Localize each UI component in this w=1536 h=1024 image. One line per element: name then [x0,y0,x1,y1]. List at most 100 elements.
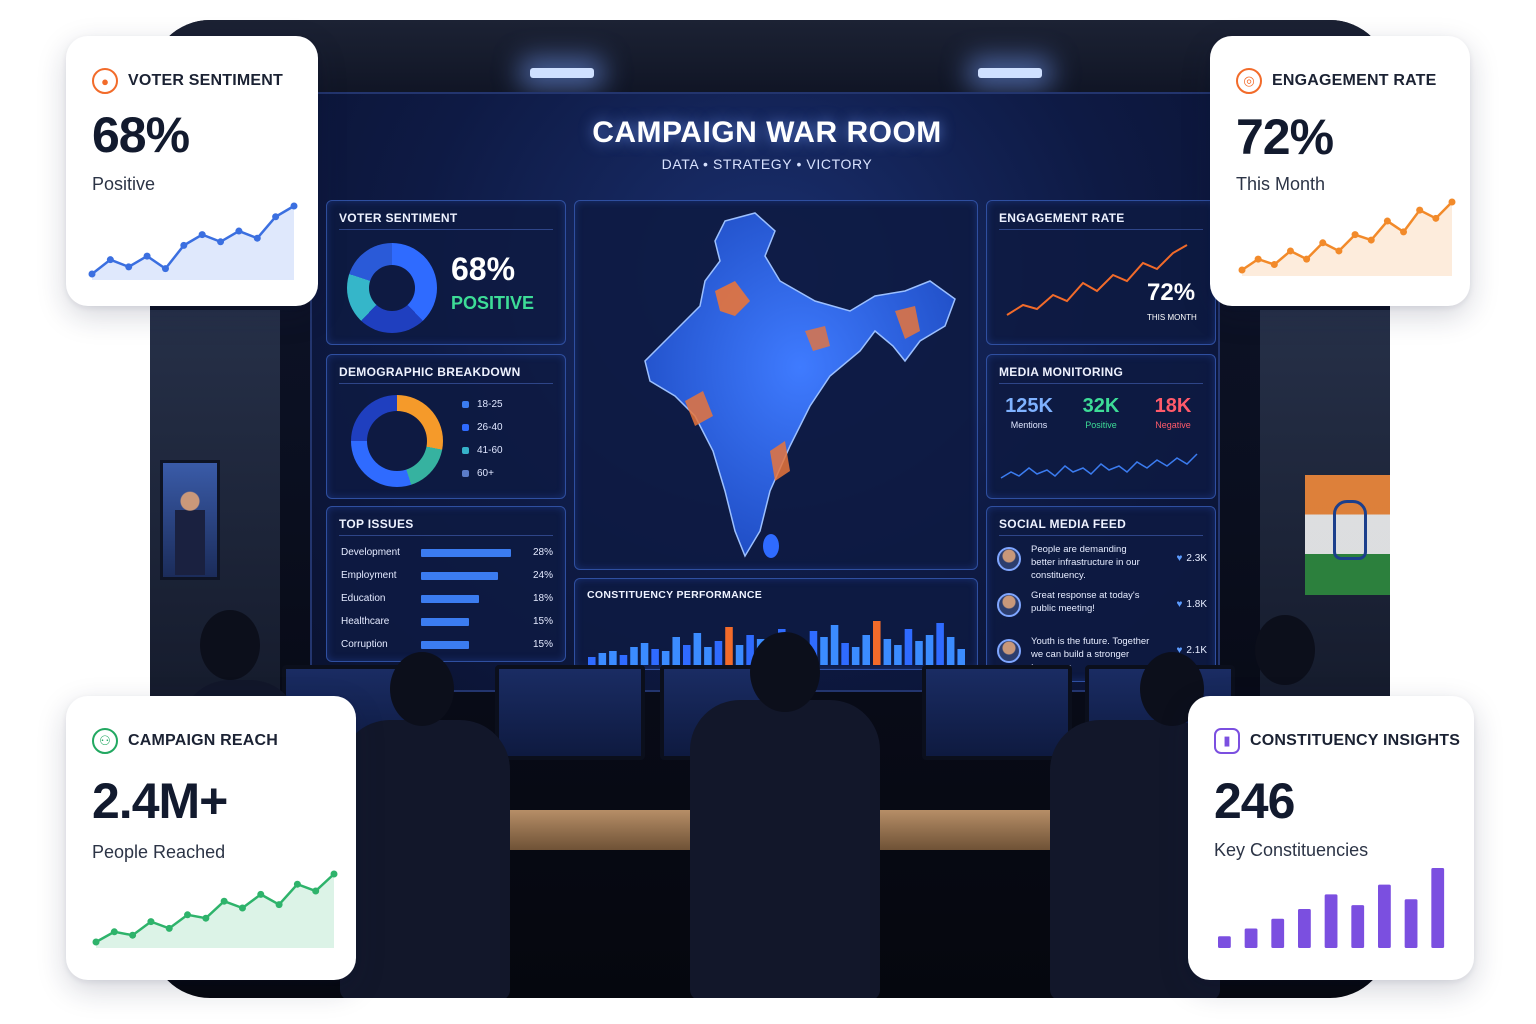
series-line [1241,201,1453,272]
constituency-insights-card[interactable]: ▮ CONSTITUENCY INSIGHTS 246 Key Constitu… [1188,696,1474,980]
top-issues-panel: TOP ISSUES Development 28% Employment 24% Ed… [326,506,566,662]
performance-bar [704,647,712,665]
issue-bar [421,618,470,626]
data-point [147,918,155,926]
media-stat: 18K Negative [1141,395,1205,430]
insights-bar [1404,899,1418,948]
data-point [110,928,118,936]
data-point [1335,247,1343,255]
issue-percent: 15% [532,616,553,627]
card-title: VOTER SENTIMENT [128,72,284,89]
legend-item: 26-40 [462,422,503,433]
issue-row: Education 18% [341,591,553,607]
feed-item[interactable]: Great response at today's public meeting… [997,589,1207,629]
engagement-trend-chart [1238,198,1456,276]
performance-bar [862,635,870,665]
data-point [1286,247,1294,255]
heart-icon: ♥ [1176,645,1183,656]
person-silhouette [340,720,510,998]
data-point [293,880,301,888]
data-point [330,870,338,878]
voter-sentiment-card[interactable]: ● VOTER SENTIMENT 68% Positive [66,36,318,306]
card-value: 72% [1236,109,1334,165]
issue-label: Healthcare [341,616,390,627]
demographic-donut [351,395,443,487]
feed-text: Great response at today's public meeting… [1031,590,1140,614]
data-point [257,890,265,898]
data-point [235,227,243,235]
desk-monitor [495,665,645,760]
card-value: 68% [92,107,190,163]
reach-trend-chart [92,870,338,948]
legend-item: 41-60 [462,445,503,456]
voter-sentiment-panel: VOTER SENTIMENT 68% POSITIVE [326,200,566,345]
tv-person [175,485,205,575]
data-point [1303,255,1311,263]
data-point [290,202,298,210]
media-stat-value: 32K [1082,395,1120,417]
media-stat-value: 125K [1005,395,1053,417]
insights-bar [1324,894,1338,948]
performance-bar [683,645,691,665]
engagement-rate-card[interactable]: ◎ ENGAGEMENT RATE 72% This Month [1210,36,1470,306]
insights-bar [1431,868,1445,948]
user-shield-icon: ● [92,68,118,94]
like-count: ♥ 2.1K [1176,645,1207,656]
campaign-reach-card[interactable]: ⚇ CAMPAIGN REACH 2.4M+ People Reached [66,696,356,980]
feed-item[interactable]: People are demanding better infrastructu… [997,543,1207,583]
panel-title: SOCIAL MEDIA FEED [999,517,1127,531]
avatar [997,593,1021,617]
data-point [1448,198,1456,206]
sentiment-donut [347,243,437,333]
flag [1305,475,1390,595]
engagement-panel: ENGAGEMENT RATE 72% THIS MONTH [986,200,1216,345]
data-point [202,914,210,922]
issue-label: Corruption [341,639,388,650]
map-region-highlight [685,391,713,426]
bar-chart-icon: ▮ [1214,728,1240,754]
performance-bar [946,637,955,665]
issue-row: Development 28% [341,545,553,561]
performance-bar [851,647,860,665]
area-fill [92,206,294,280]
data-point [1383,217,1391,225]
wall-title: CAMPAIGN WAR ROOM [592,116,942,149]
data-point [1319,239,1327,247]
target-icon: ◎ [1236,68,1262,94]
issue-label: Education [341,593,386,604]
engagement-mini-chart [1006,244,1188,316]
data-point [88,270,96,278]
performance-bar [651,649,659,665]
series-line [95,873,335,944]
media-stat-value: 18K [1154,395,1192,417]
card-title: ENGAGEMENT RATE [1272,72,1437,89]
panel-title: MEDIA MONITORING [999,365,1124,379]
data-point [106,256,114,264]
issue-bar [421,595,479,603]
like-count: ♥ 1.8K [1176,599,1207,610]
media-stat-label: Negative [1155,420,1191,430]
data-point [129,931,137,939]
performance-bar [598,653,607,665]
wall-subtitle: DATA • STRATEGY • VICTORY [661,156,873,172]
performance-bar [915,641,923,665]
data-point [1351,231,1359,239]
person-silhouette [690,700,880,998]
map-region-highlight [715,281,750,316]
person-head [200,610,260,680]
data-point [217,238,225,246]
data-point [1432,214,1440,222]
media-trend-chart [1000,453,1198,479]
avatar [997,639,1021,663]
media-stat: 32K Positive [1069,395,1133,430]
card-value: 2.4M+ [92,773,228,829]
performance-bar [672,637,680,665]
data-point [125,263,133,271]
performance-bar [841,643,849,665]
ceiling [150,20,1390,100]
issue-label: Development [341,547,400,558]
data-point [1400,228,1408,236]
issue-bar [421,572,499,580]
card-subtitle: Positive [92,174,156,194]
